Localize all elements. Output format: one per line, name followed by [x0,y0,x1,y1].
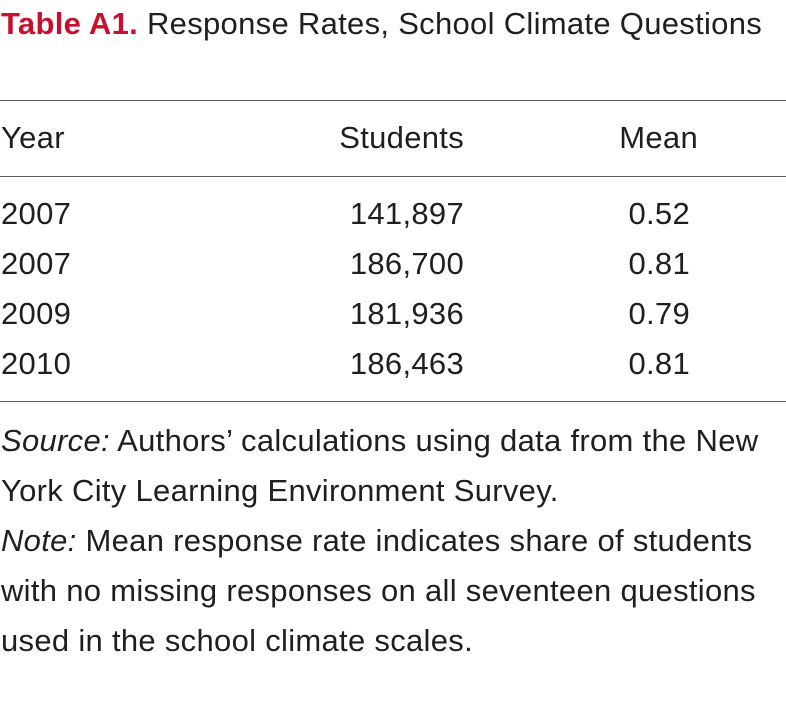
column-header-students: Students [339,120,464,155]
cell-year: 2010 [1,346,72,381]
cell-students: 181,936 [349,296,464,331]
cell-students: 186,463 [349,346,464,381]
column-header-mean: Mean [619,120,698,155]
note-text: Mean response rate indicates share of st… [1,523,756,658]
cell-mean: 0.81 [628,246,690,281]
cell-year: 2007 [1,196,72,231]
cell-mean: 0.81 [628,346,690,381]
cell-year: 2007 [1,246,72,281]
cell-mean: 0.79 [628,296,690,331]
bottom-rule [0,401,786,402]
source-text: Authors’ calculations using data from th… [1,423,759,508]
table-title: Response Rates, School Climate Questions [138,6,763,41]
source-note: Source: Authors’ calculations using data… [1,416,785,516]
note: Note: Mean response rate indicates share… [1,516,785,666]
column-header-year: Year [1,120,65,155]
header-rule [0,176,786,177]
source-lead: Source: [1,423,110,458]
top-rule [0,100,786,101]
table-notes: Source: Authors’ calculations using data… [1,416,785,666]
note-lead: Note: [1,523,77,558]
cell-mean: 0.52 [628,196,690,231]
cell-students: 186,700 [349,246,464,281]
cell-year: 2009 [1,296,72,331]
cell-students: 141,897 [349,196,464,231]
table-label: Table A1. [1,6,139,41]
table-caption: Table A1. Response Rates, School Climate… [1,0,781,49]
